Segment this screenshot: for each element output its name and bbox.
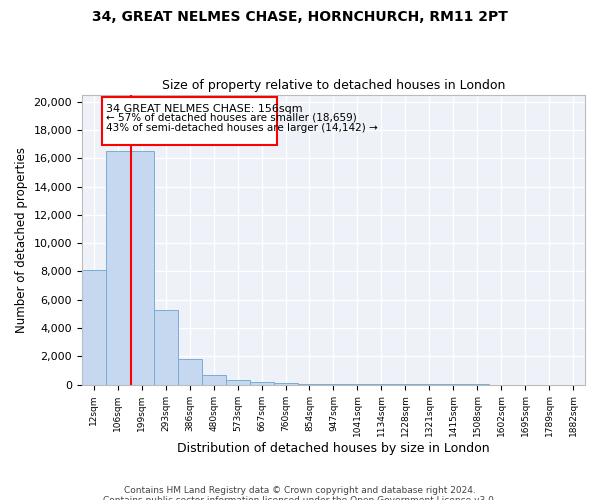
Bar [106, 151, 130, 384]
Text: 34 GREAT NELMES CHASE: 156sqm: 34 GREAT NELMES CHASE: 156sqm [106, 104, 302, 114]
Bar [178, 359, 202, 384]
Bar [202, 374, 226, 384]
FancyBboxPatch shape [102, 98, 277, 146]
Bar [154, 310, 178, 384]
Bar [82, 270, 106, 384]
Bar [130, 151, 154, 384]
Y-axis label: Number of detached properties: Number of detached properties [15, 146, 28, 332]
Text: Contains public sector information licensed under the Open Government Licence v3: Contains public sector information licen… [103, 496, 497, 500]
X-axis label: Distribution of detached houses by size in London: Distribution of detached houses by size … [177, 442, 490, 455]
Text: 34, GREAT NELMES CHASE, HORNCHURCH, RM11 2PT: 34, GREAT NELMES CHASE, HORNCHURCH, RM11… [92, 10, 508, 24]
Bar [274, 383, 298, 384]
Text: 43% of semi-detached houses are larger (14,142) →: 43% of semi-detached houses are larger (… [106, 123, 377, 133]
Text: Contains HM Land Registry data © Crown copyright and database right 2024.: Contains HM Land Registry data © Crown c… [124, 486, 476, 495]
Bar [226, 380, 250, 384]
Bar [250, 382, 274, 384]
Text: ← 57% of detached houses are smaller (18,659): ← 57% of detached houses are smaller (18… [106, 113, 356, 123]
Title: Size of property relative to detached houses in London: Size of property relative to detached ho… [162, 79, 505, 92]
